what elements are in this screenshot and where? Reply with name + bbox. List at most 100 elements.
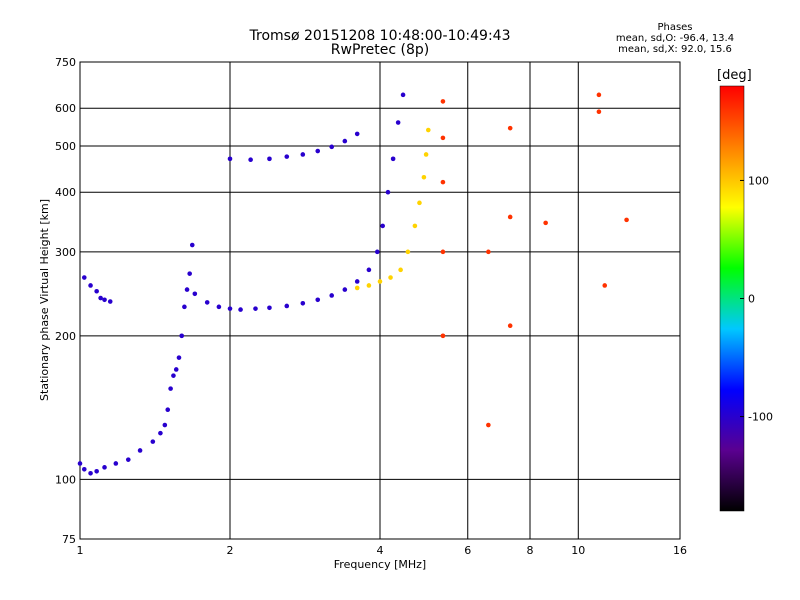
y-tick-label: 300 — [55, 246, 76, 259]
data-point — [624, 218, 629, 223]
data-point — [228, 306, 233, 311]
data-point — [441, 334, 446, 339]
data-point — [355, 279, 360, 284]
data-point — [441, 180, 446, 185]
data-point — [406, 250, 411, 255]
y-tick-label: 500 — [55, 140, 76, 153]
y-tick-label: 75 — [62, 533, 76, 546]
data-point — [602, 283, 607, 288]
data-point — [441, 99, 446, 104]
x-tick-label: 2 — [227, 544, 234, 557]
data-point — [367, 268, 372, 273]
data-point — [94, 289, 99, 294]
data-point — [343, 287, 348, 292]
data-point — [284, 154, 289, 159]
data-point — [88, 283, 93, 288]
data-point — [375, 250, 380, 255]
data-point — [193, 291, 198, 296]
data-point — [508, 323, 513, 328]
data-point — [284, 304, 289, 309]
data-point — [82, 275, 87, 280]
data-point — [253, 306, 258, 311]
series-4 — [355, 128, 431, 290]
data-point — [543, 221, 548, 226]
data-point — [597, 109, 602, 114]
x-tick-label: 4 — [377, 544, 384, 557]
data-point — [185, 287, 190, 292]
series-2 — [193, 93, 406, 312]
colorbar-tick-label: 0 — [748, 293, 755, 306]
data-point — [182, 305, 187, 310]
data-point — [424, 152, 429, 157]
data-point — [301, 152, 306, 157]
data-point — [508, 126, 513, 131]
x-axis-label: Frequency [MHz] — [334, 558, 426, 571]
data-point — [165, 407, 170, 412]
data-point — [315, 149, 320, 154]
data-point — [217, 305, 222, 310]
data-point — [417, 201, 422, 206]
series-5 — [441, 93, 629, 428]
data-point — [114, 461, 119, 466]
data-point — [398, 268, 403, 273]
data-point — [88, 471, 93, 476]
data-point — [401, 93, 406, 98]
data-point — [205, 300, 210, 305]
data-point — [315, 297, 320, 302]
data-point — [267, 305, 272, 310]
data-point — [238, 307, 243, 312]
y-tick-label: 750 — [55, 56, 76, 69]
data-point — [228, 157, 233, 162]
y-tick-label: 400 — [55, 186, 76, 199]
x-tick-label: 1 — [77, 544, 84, 557]
data-point — [171, 373, 176, 378]
data-point — [248, 157, 253, 162]
data-point — [388, 275, 393, 280]
data-point — [94, 469, 99, 474]
data-point — [413, 224, 418, 229]
x-tick-label: 6 — [464, 544, 471, 557]
y-tick-label: 200 — [55, 330, 76, 343]
y-tick-label: 600 — [55, 102, 76, 115]
data-point — [396, 120, 401, 125]
data-point — [486, 250, 491, 255]
data-point — [82, 467, 87, 472]
data-point — [367, 283, 372, 288]
x-tick-label: 16 — [673, 544, 687, 557]
data-point — [441, 136, 446, 141]
data-point — [386, 190, 391, 195]
data-point — [426, 128, 431, 133]
data-point — [126, 457, 131, 462]
data-point — [174, 367, 179, 372]
data-point — [163, 423, 168, 428]
data-point — [102, 465, 107, 470]
series-3 — [228, 132, 360, 162]
colorbar-label: [deg] — [717, 68, 752, 83]
data-point — [108, 299, 113, 304]
data-point — [102, 297, 107, 302]
data-point — [355, 286, 360, 291]
data-point — [78, 461, 83, 466]
y-axis-label: Stationary phase Virtual Height [km] — [38, 199, 51, 401]
series-0 — [78, 243, 195, 476]
series-1 — [82, 275, 113, 304]
data-point — [187, 271, 192, 276]
data-point — [267, 157, 272, 162]
data-point — [179, 334, 184, 339]
data-point — [597, 93, 602, 98]
data-point — [158, 431, 163, 436]
data-point — [391, 157, 396, 162]
ionogram-chart: 1 2 4 6 8 10 1675100200300400500600750 Frequen… — [0, 0, 800, 600]
y-tick-label: 100 — [55, 473, 76, 486]
data-point — [329, 145, 334, 150]
data-point — [168, 386, 173, 391]
colorbar-tick-label: -100 — [748, 411, 773, 424]
data-point — [441, 250, 446, 255]
data-point — [177, 355, 182, 360]
data-point — [378, 279, 383, 284]
colorbar-tick-label: 100 — [748, 174, 769, 187]
data-point — [151, 439, 156, 444]
x-tick-label: 8 — [527, 544, 534, 557]
data-point — [138, 448, 143, 453]
data-point — [380, 224, 385, 229]
